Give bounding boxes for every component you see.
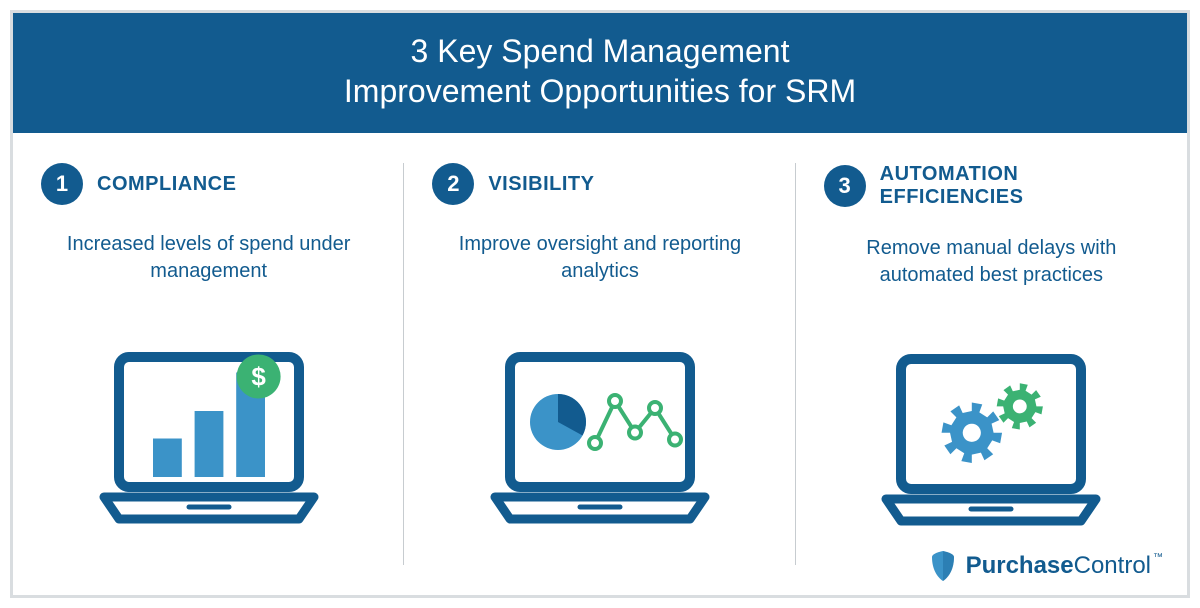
brand-trademark: ™ [1153, 552, 1163, 563]
column-headline: 1 COMPLIANCE [41, 163, 376, 205]
brand-logo: PurchaseControl™ [928, 549, 1163, 583]
column-description: Remove manual delays with automated best… [824, 235, 1159, 289]
column-compliance: 1 COMPLIANCE Increased levels of spend u… [13, 133, 404, 595]
columns-row: 1 COMPLIANCE Increased levels of spend u… [13, 133, 1187, 595]
column-description: Improve oversight and reporting analytic… [432, 231, 767, 285]
laptop-analytics-icon [480, 347, 720, 537]
column-title: AUTOMATION EFFICIENCIES [880, 163, 1159, 209]
column-visibility: 2 VISIBILITY Improve oversight and repor… [404, 133, 795, 595]
number-text: 2 [447, 171, 459, 197]
brand-name-bold: Purchase [966, 552, 1074, 579]
infographic-root: 3 Key Spend Management Improvement Oppor… [0, 0, 1200, 608]
laptop-bar-chart-icon: $ [89, 347, 329, 537]
infographic-frame: 3 Key Spend Management Improvement Oppor… [10, 10, 1190, 598]
icon-slot: $ [41, 309, 376, 575]
number-badge: 1 [41, 163, 83, 205]
column-title: COMPLIANCE [97, 173, 236, 196]
column-headline: 2 VISIBILITY [432, 163, 767, 205]
number-text: 3 [839, 173, 851, 199]
column-title: VISIBILITY [488, 173, 594, 196]
column-description: Increased levels of spend under manageme… [41, 231, 376, 285]
shield-icon [928, 549, 958, 583]
column-headline: 3 AUTOMATION EFFICIENCIES [824, 163, 1159, 209]
number-badge: 3 [824, 165, 866, 207]
icon-slot [824, 313, 1159, 575]
brand-name: PurchaseControl™ [966, 552, 1163, 580]
header-title-line1: 3 Key Spend Management [411, 33, 790, 69]
svg-text:$: $ [251, 362, 266, 392]
column-automation: 3 AUTOMATION EFFICIENCIES Remove manual … [796, 133, 1187, 595]
laptop-gears-icon [871, 349, 1111, 539]
number-badge: 2 [432, 163, 474, 205]
icon-slot [432, 309, 767, 575]
number-text: 1 [56, 171, 68, 197]
header-banner: 3 Key Spend Management Improvement Oppor… [13, 13, 1187, 133]
brand-name-light: Control [1074, 552, 1151, 579]
header-title-line2: Improvement Opportunities for SRM [344, 73, 856, 109]
